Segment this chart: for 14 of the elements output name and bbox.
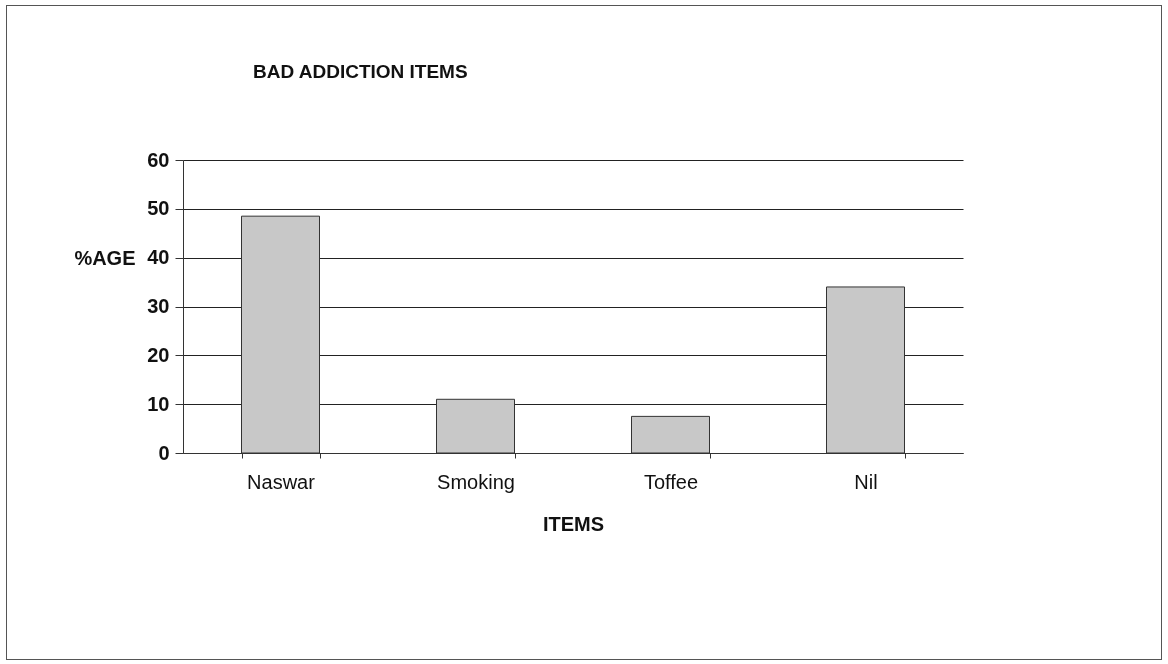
x-tick-label: Smoking [437, 470, 515, 493]
x-tick-label: Naswar [247, 470, 316, 493]
y-tick-label: 60 [147, 148, 170, 171]
x-axis-title: ITEMS [542, 512, 605, 535]
y-tick-label: 40 [147, 246, 170, 269]
x-tick-label: Nil [854, 470, 878, 493]
y-tick-label: 0 [158, 441, 170, 464]
y-tick-label: 20 [147, 343, 170, 366]
y-tick-label: 30 [147, 295, 170, 317]
y-tick-label: 10 [147, 392, 170, 415]
y-axis-title: %AGE [74, 246, 136, 269]
chart-title: BAD ADDICTION ITEMS [253, 61, 468, 82]
x-tick-label: Toffee [643, 470, 699, 493]
y-tick-label: 50 [147, 197, 170, 220]
